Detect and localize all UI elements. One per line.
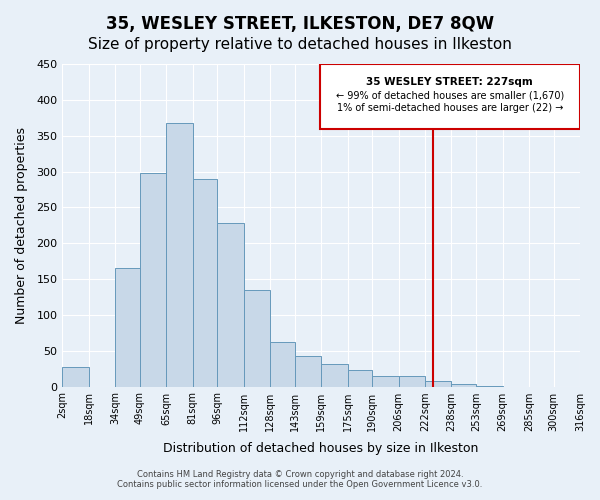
Bar <box>115 268 140 386</box>
Text: 35, WESLEY STREET, ILKESTON, DE7 8QW: 35, WESLEY STREET, ILKESTON, DE7 8QW <box>106 15 494 33</box>
Bar <box>451 384 476 386</box>
Text: 35 WESLEY STREET: 227sqm: 35 WESLEY STREET: 227sqm <box>367 77 533 87</box>
Bar <box>244 290 270 386</box>
Bar <box>193 178 217 386</box>
Bar <box>217 223 244 386</box>
Bar <box>425 381 451 386</box>
Bar <box>295 356 321 386</box>
Bar <box>140 173 166 386</box>
Text: 1% of semi-detached houses are larger (22) →: 1% of semi-detached houses are larger (2… <box>337 102 563 113</box>
Bar <box>62 367 89 386</box>
Bar <box>270 342 295 386</box>
Bar <box>398 376 425 386</box>
Y-axis label: Number of detached properties: Number of detached properties <box>15 127 28 324</box>
Text: ← 99% of detached houses are smaller (1,670): ← 99% of detached houses are smaller (1,… <box>335 90 564 101</box>
Bar <box>372 376 398 386</box>
Bar <box>347 370 372 386</box>
Text: Size of property relative to detached houses in Ilkeston: Size of property relative to detached ho… <box>88 38 512 52</box>
FancyBboxPatch shape <box>320 64 580 128</box>
X-axis label: Distribution of detached houses by size in Ilkeston: Distribution of detached houses by size … <box>163 442 479 455</box>
Bar <box>321 364 347 386</box>
Bar <box>166 123 193 386</box>
Text: Contains HM Land Registry data © Crown copyright and database right 2024.
Contai: Contains HM Land Registry data © Crown c… <box>118 470 482 489</box>
